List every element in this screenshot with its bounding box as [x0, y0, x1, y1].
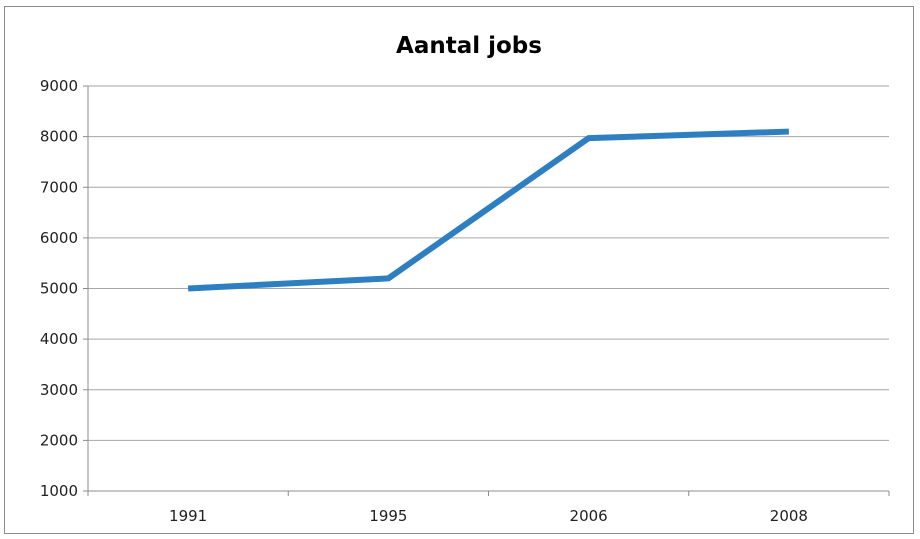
series-line	[187, 128, 789, 292]
axes	[83, 85, 890, 496]
x-tick-label: 1995	[369, 507, 407, 525]
y-tick-label: 4000	[40, 330, 78, 348]
x-tick-label: 2008	[770, 507, 808, 525]
line-chart: Aantal jobs 1000 2000 3000 4000 5000 6000 7000…	[40, 33, 890, 525]
y-tick-label: 5000	[40, 280, 78, 298]
series-layer	[187, 128, 789, 292]
gridlines	[88, 85, 889, 441]
x-axis-tick-labels: 1991 1995 2006 2008	[169, 507, 808, 525]
x-tick-label: 1991	[169, 507, 207, 525]
y-tick-label: 1000	[40, 482, 78, 500]
y-tick-label: 9000	[40, 77, 78, 95]
y-tick-label: 7000	[40, 178, 78, 196]
chart-title: Aantal jobs	[396, 33, 542, 59]
y-tick-label: 3000	[40, 381, 78, 399]
y-axis-tick-labels: 1000 2000 3000 4000 5000 6000 7000 8000 9000	[40, 77, 78, 500]
x-tick-label: 2006	[570, 507, 608, 525]
y-tick-label: 6000	[40, 229, 78, 247]
y-tick-label: 2000	[40, 431, 78, 449]
chart-frame: Aantal jobs 1000 2000 3000 4000 5000 6000 7000…	[4, 6, 914, 534]
y-tick-label: 8000	[40, 128, 78, 146]
